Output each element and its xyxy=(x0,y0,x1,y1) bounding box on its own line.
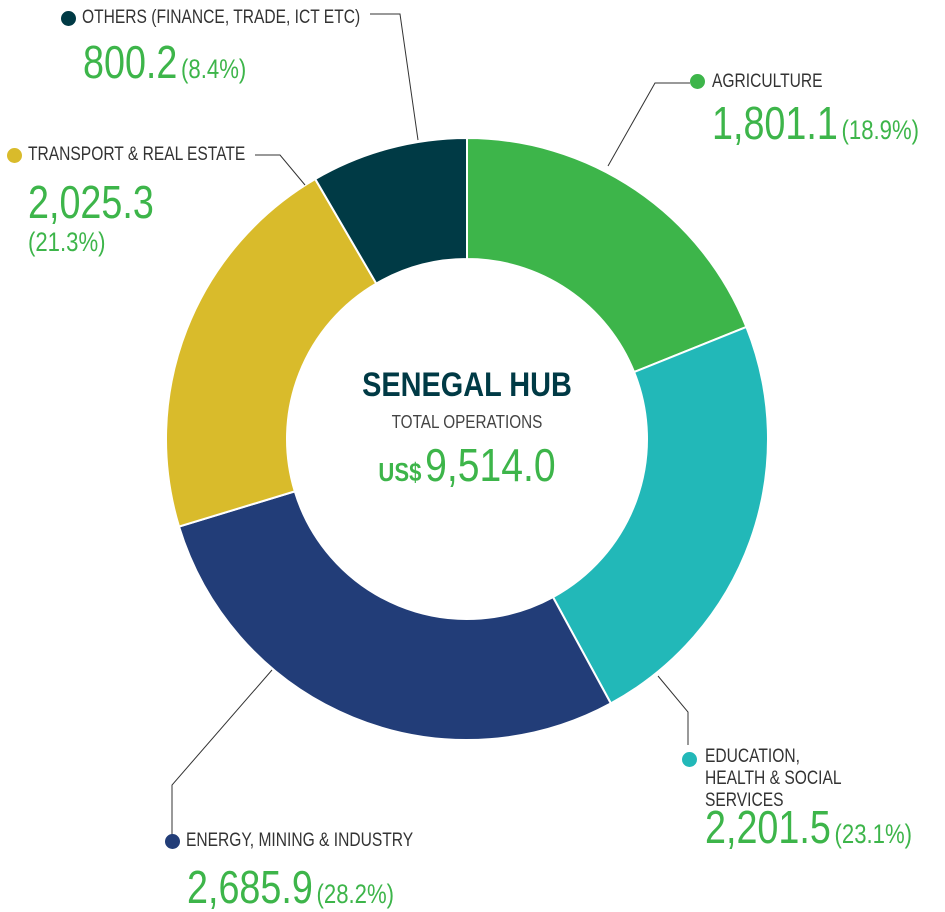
value-label: 800.2 xyxy=(83,36,178,88)
leader-line xyxy=(171,669,273,835)
category-label: ENERGY, MINING & INDUSTRY xyxy=(186,830,414,851)
percent-label: (18.9%) xyxy=(841,115,920,145)
leader-line xyxy=(607,82,690,167)
chart-title: SENEGAL HUB xyxy=(362,366,572,404)
leader-line xyxy=(370,13,419,141)
legend-dot xyxy=(165,834,180,849)
value-label-group: 2,025.3 (21.3%) xyxy=(28,177,154,258)
donut-slice xyxy=(165,177,378,528)
donut-slice xyxy=(466,136,748,374)
leader-line xyxy=(255,154,306,186)
category-label: TRANSPORT & REAL ESTATE xyxy=(28,144,246,165)
percent-label: (21.3%) xyxy=(28,227,106,257)
value-label-group: 1,801.1 (18.9%) xyxy=(712,98,919,148)
total: US$ 9,514.0 xyxy=(297,438,637,492)
percent-label: (28.2%) xyxy=(316,879,395,909)
donut-slice xyxy=(177,490,613,741)
legend-dot xyxy=(7,148,22,163)
donut-slice xyxy=(551,325,769,705)
chart-subtitle: TOTAL OPERATIONS xyxy=(391,412,543,432)
leader-line xyxy=(657,675,689,745)
value-label: 2,685.9 xyxy=(187,861,313,912)
category-label: EDUCATION, HEALTH & SOCIAL SERVICES xyxy=(705,746,841,811)
value-label: 2,025.3 xyxy=(28,176,154,228)
legend-dot xyxy=(690,74,705,89)
percent-label: (8.4%) xyxy=(181,54,247,84)
value-label-group: 2,201.5 (23.1%) xyxy=(705,802,912,852)
legend-dot xyxy=(61,11,76,26)
donut-slice xyxy=(313,136,468,285)
legend-dot xyxy=(682,752,697,767)
category-label: OTHERS (FINANCE, TRADE, ICT ETC) xyxy=(82,7,361,28)
value-label: 2,201.5 xyxy=(705,801,831,853)
currency: US$ xyxy=(378,457,422,487)
value-label: 1,801.1 xyxy=(712,97,838,149)
category-label: AGRICULTURE xyxy=(712,71,823,92)
percent-label: (23.1%) xyxy=(834,819,913,849)
value-label-group: 800.2 (8.4%) xyxy=(83,37,246,87)
total-value: 9,514.0 xyxy=(425,439,556,491)
value-label-group: 2,685.9 (28.2%) xyxy=(187,862,394,912)
